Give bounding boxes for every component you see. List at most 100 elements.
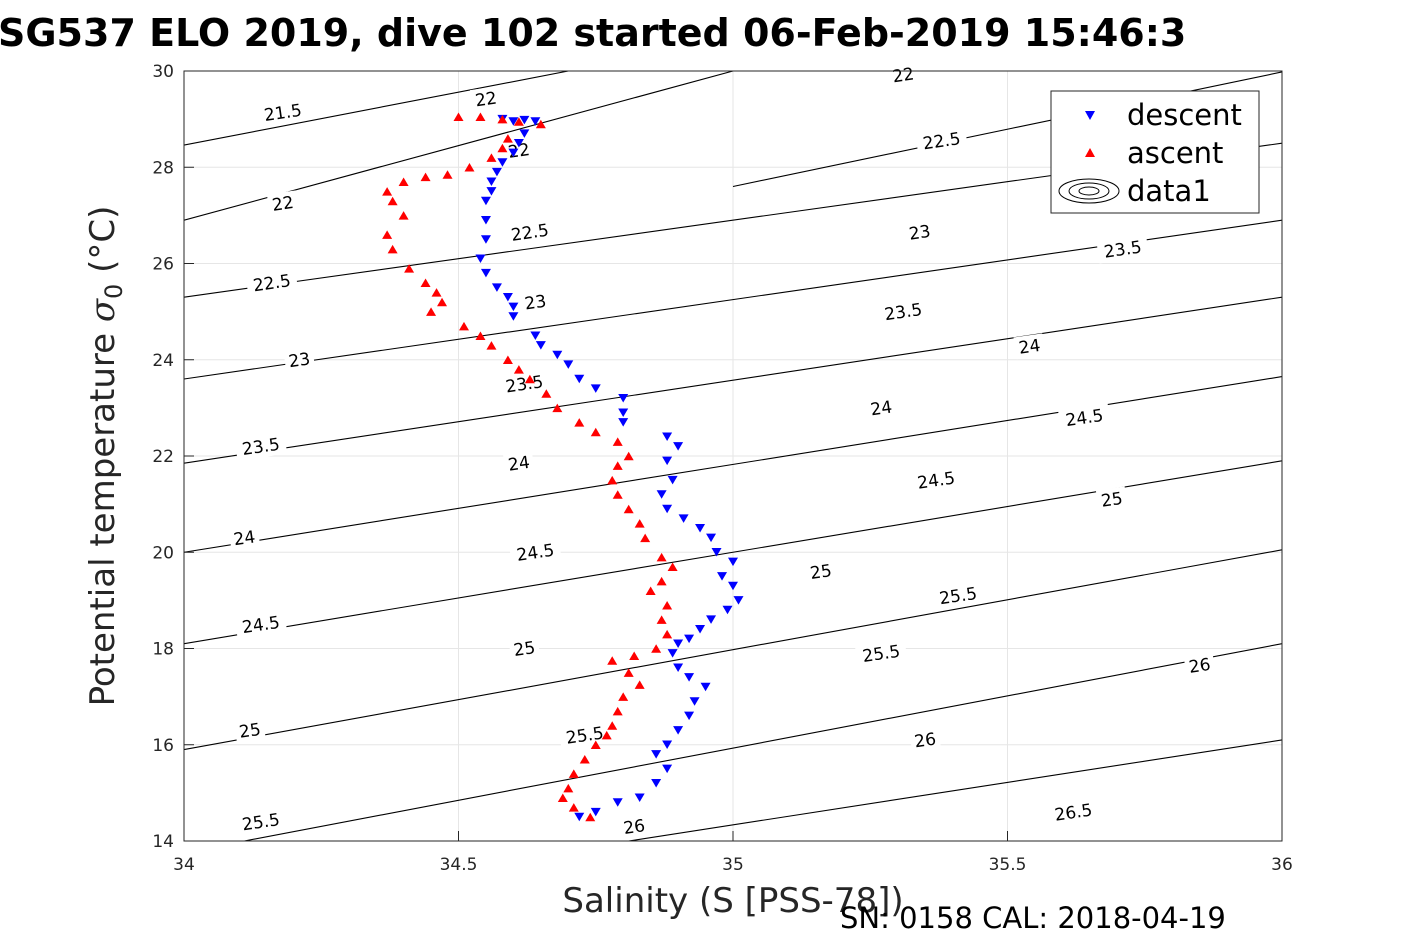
density-contour-line bbox=[628, 739, 1282, 841]
density-contour-label-bg bbox=[1058, 403, 1111, 432]
y-tick-label: 16 bbox=[152, 736, 174, 756]
ascent-point bbox=[420, 172, 431, 182]
ascent-point bbox=[513, 117, 524, 126]
ascent-point bbox=[601, 730, 612, 740]
ascent-point bbox=[612, 706, 623, 716]
ascent-point bbox=[656, 576, 667, 586]
density-contour-label-bg bbox=[234, 431, 288, 461]
density-contour-label-bg bbox=[233, 717, 266, 744]
density-contour-label-bg bbox=[854, 638, 908, 668]
density-contour-label-group: 25 bbox=[804, 558, 837, 585]
descent-point bbox=[491, 283, 502, 292]
descent-point bbox=[678, 514, 689, 523]
density-contour-label: 25 bbox=[809, 561, 833, 584]
density-contour-label-bg bbox=[503, 217, 557, 247]
ascent-point bbox=[404, 264, 415, 273]
density-contour-label-bg bbox=[865, 394, 898, 421]
descent-point bbox=[574, 374, 585, 384]
density-contour-label-bg bbox=[1096, 234, 1150, 264]
density-contour-label: 23 bbox=[287, 349, 311, 372]
density-contour-label: 22 bbox=[271, 193, 295, 216]
descent-point bbox=[563, 360, 574, 369]
density-contour-label: 23 bbox=[908, 222, 932, 245]
ascent-point bbox=[612, 461, 623, 470]
density-contour-label-bg bbox=[256, 97, 310, 127]
legend-contour-icon bbox=[1058, 178, 1120, 204]
ascent-point bbox=[464, 163, 475, 172]
descent-point bbox=[673, 639, 684, 648]
descent-point bbox=[480, 268, 491, 278]
descent-point bbox=[673, 442, 684, 451]
density-contour-label-group: 23 bbox=[519, 289, 552, 315]
density-contour-label-bg bbox=[909, 465, 963, 495]
descent-point bbox=[513, 138, 524, 148]
density-contour-label-bg bbox=[502, 137, 535, 164]
descent-point bbox=[728, 557, 738, 567]
descent-point bbox=[480, 235, 491, 244]
density-contour-label-group: 26 bbox=[618, 813, 651, 840]
density-contour-label-bg bbox=[915, 126, 968, 156]
ascent-point bbox=[398, 177, 409, 186]
ascent-point bbox=[382, 230, 393, 239]
descent-point bbox=[711, 548, 722, 557]
density-contour-label: 22 bbox=[891, 64, 915, 87]
density-contour-label: 22 bbox=[474, 88, 498, 111]
ascent-point bbox=[541, 389, 552, 398]
y-tick-label: 22 bbox=[152, 447, 174, 467]
density-contour-label-group: 26 bbox=[1183, 652, 1216, 679]
y-axis-label: Potential temperature σ0 (°C) bbox=[83, 206, 128, 707]
descent-point bbox=[717, 572, 728, 581]
descent-point bbox=[480, 196, 491, 206]
density-contour-label-bg bbox=[804, 558, 837, 585]
ascent-point bbox=[557, 793, 568, 802]
density-contour-label: 25 bbox=[512, 638, 536, 661]
descent-point bbox=[535, 341, 546, 350]
density-contour-label-bg bbox=[903, 219, 936, 246]
descent-point bbox=[695, 625, 706, 634]
density-contour-label-group: 22 bbox=[470, 85, 502, 112]
descent-point bbox=[700, 682, 711, 692]
descent-point bbox=[552, 350, 563, 360]
density-contour-label-group: 22 bbox=[502, 137, 535, 164]
descent-point bbox=[612, 798, 623, 807]
descent-point bbox=[662, 504, 673, 514]
ascent-point bbox=[634, 519, 645, 528]
descent-point bbox=[618, 394, 629, 403]
ascent-point bbox=[475, 331, 486, 340]
ascent-point bbox=[607, 475, 618, 485]
descent-point bbox=[618, 408, 629, 417]
ascent-point bbox=[590, 427, 601, 437]
density-contour-label-group: 24 bbox=[502, 450, 535, 477]
y-tick-label: 18 bbox=[152, 640, 174, 660]
ascent-point bbox=[662, 600, 673, 610]
descent-point bbox=[667, 475, 678, 485]
y-axis-label-sigma: σ bbox=[83, 298, 123, 322]
descent-point bbox=[662, 764, 673, 774]
descent-point bbox=[519, 129, 530, 138]
descent-point bbox=[706, 615, 717, 624]
descent-point bbox=[656, 490, 667, 499]
ascent-point bbox=[612, 490, 623, 499]
density-contour-label-bg bbox=[1047, 797, 1100, 827]
density-contour-label: 24 bbox=[869, 397, 893, 420]
ascent-point bbox=[535, 119, 546, 129]
descent-point bbox=[590, 384, 601, 393]
x-axis-label: Salinity (S [PSS-78]) bbox=[562, 881, 903, 921]
ascent-point bbox=[458, 321, 469, 331]
density-contour-label-bg bbox=[234, 609, 288, 639]
descent-point bbox=[684, 634, 695, 644]
descent-point bbox=[502, 292, 513, 302]
descent-point bbox=[508, 312, 519, 321]
descent-point bbox=[508, 117, 519, 126]
y-axis-label-unit: (°C) bbox=[83, 206, 123, 284]
descent-point bbox=[689, 697, 700, 706]
density-contour-label-bg bbox=[509, 537, 562, 567]
density-contour-label-group: 25 bbox=[233, 717, 266, 744]
descent-point bbox=[673, 726, 684, 735]
descent-point bbox=[722, 605, 733, 615]
density-contour-label-bg bbox=[502, 450, 535, 477]
legend-ascent-label: ascent bbox=[1127, 136, 1223, 170]
y-tick-label: 14 bbox=[152, 832, 174, 852]
x-tick-label: 35.5 bbox=[989, 855, 1027, 875]
